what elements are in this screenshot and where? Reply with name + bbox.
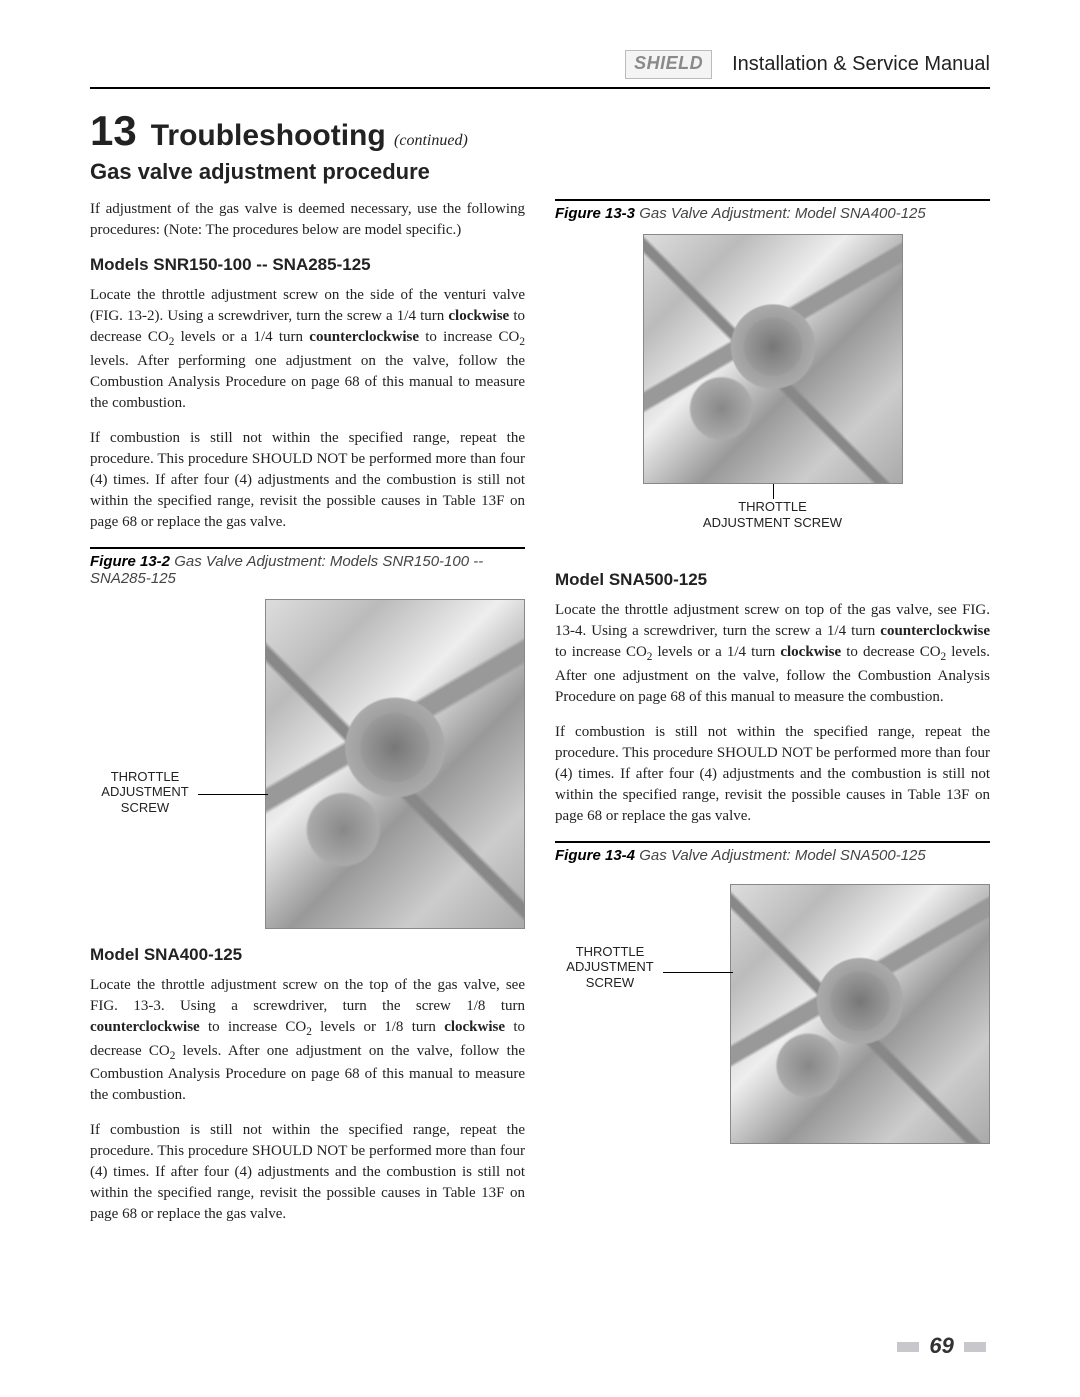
model1-paragraph2: If combustion is still not within the sp… <box>90 428 525 533</box>
model2-paragraph2: If combustion is still not within the sp… <box>90 1120 525 1225</box>
t: counterclockwise <box>309 329 419 345</box>
figure-13-4-caption: Figure 13-4 Gas Valve Adjustment: Model … <box>555 847 990 864</box>
fig-label: Figure 13-2 <box>90 553 170 570</box>
callout-line <box>663 972 733 973</box>
fig-text: Gas Valve Adjustment: Model SNA500-125 <box>635 847 926 864</box>
page-bar-icon <box>964 1342 986 1352</box>
brand-logo: SHIELD <box>625 50 712 79</box>
fig-label: Figure 13-4 <box>555 847 635 864</box>
t: levels or a 1/4 turn <box>174 329 309 345</box>
callout-text: THROTTLE ADJUSTMENT SCREW <box>566 944 653 990</box>
throttle-callout: THROTTLE ADJUSTMENT SCREW <box>555 944 665 991</box>
manual-title: Installation & Service Manual <box>732 53 990 76</box>
intro-paragraph: If adjustment of the gas valve is deemed… <box>90 199 525 241</box>
page-header: SHIELD Installation & Service Manual <box>90 50 990 79</box>
t: clockwise <box>448 308 509 324</box>
callout-text: THROTTLE ADJUSTMENT SCREW <box>703 499 842 530</box>
t: levels or 1/8 turn <box>312 1019 444 1035</box>
callout-text: THROTTLE ADJUSTMENT SCREW <box>101 769 188 815</box>
continued-label: (continued) <box>394 132 468 149</box>
t: clockwise <box>444 1019 505 1035</box>
page-number-value: 69 <box>929 1333 953 1358</box>
figure-rule <box>555 841 990 843</box>
subsection-title: Gas valve adjustment procedure <box>90 159 990 185</box>
right-column: Figure 13-3 Gas Valve Adjustment: Model … <box>555 199 990 1239</box>
figure-rule <box>90 547 525 549</box>
t: counterclockwise <box>90 1019 200 1035</box>
figure-13-2: THROTTLE ADJUSTMENT SCREW <box>90 599 525 929</box>
section-number: 13 <box>90 107 137 154</box>
page-number: 69 <box>893 1333 990 1359</box>
model3-paragraph1: Locate the throttle adjustment screw on … <box>555 600 990 708</box>
model1-paragraph1: Locate the throttle adjustment screw on … <box>90 285 525 414</box>
fig-label: Figure 13-3 <box>555 205 635 222</box>
throttle-callout: THROTTLE ADJUSTMENT SCREW <box>90 769 200 816</box>
figure-13-3: THROTTLE ADJUSTMENT SCREW <box>555 234 990 554</box>
mechanical-diagram-image <box>643 234 903 484</box>
figure-13-2-caption: Figure 13-2 Gas Valve Adjustment: Models… <box>90 553 525 587</box>
t: clockwise <box>780 644 841 660</box>
t: levels or a 1/4 turn <box>652 644 780 660</box>
t: Locate the throttle adjustment screw on … <box>90 977 525 1014</box>
t: to increase CO <box>419 329 519 345</box>
figure-13-3-caption: Figure 13-3 Gas Valve Adjustment: Model … <box>555 205 990 222</box>
t: counterclockwise <box>880 623 990 639</box>
figure-13-4: THROTTLE ADJUSTMENT SCREW <box>555 884 990 1154</box>
mechanical-diagram-image <box>265 599 525 929</box>
t: levels. After performing one adjustment … <box>90 353 525 411</box>
model1-heading: Models SNR150-100 -- SNA285-125 <box>90 255 525 275</box>
t: to decrease CO <box>841 644 940 660</box>
mechanical-diagram-image <box>730 884 990 1144</box>
t: to increase CO <box>200 1019 307 1035</box>
section-title-text: Troubleshooting <box>151 119 386 152</box>
model2-paragraph1: Locate the throttle adjustment screw on … <box>90 975 525 1107</box>
model2-heading: Model SNA400-125 <box>90 945 525 965</box>
callout-line <box>198 794 268 795</box>
model3-heading: Model SNA500-125 <box>555 570 990 590</box>
callout-line <box>773 484 774 499</box>
t: to increase CO <box>555 644 647 660</box>
section-heading: 13 Troubleshooting (continued) <box>90 107 990 155</box>
throttle-callout: THROTTLE ADJUSTMENT SCREW <box>703 499 843 530</box>
section-title: Troubleshooting (continued) <box>151 119 468 152</box>
fig-text: Gas Valve Adjustment: Model SNA400-125 <box>635 205 926 222</box>
left-column: If adjustment of the gas valve is deemed… <box>90 199 525 1239</box>
model3-paragraph2: If combustion is still not within the sp… <box>555 722 990 827</box>
page-bar-icon <box>897 1342 919 1352</box>
header-rule <box>90 87 990 89</box>
figure-rule <box>555 199 990 201</box>
